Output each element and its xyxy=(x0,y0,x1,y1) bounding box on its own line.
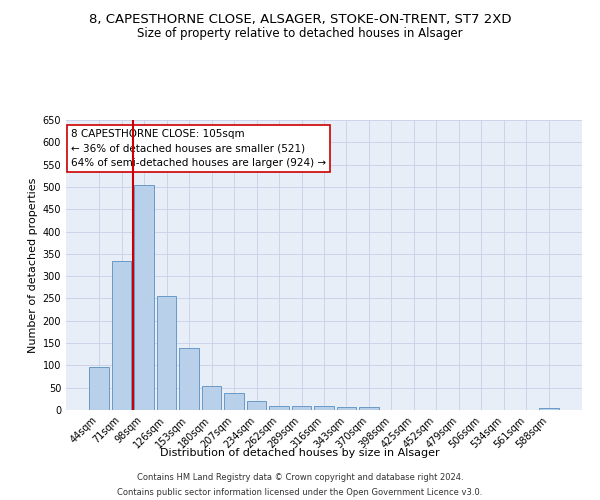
Text: 8 CAPESTHORNE CLOSE: 105sqm
← 36% of detached houses are smaller (521)
64% of se: 8 CAPESTHORNE CLOSE: 105sqm ← 36% of det… xyxy=(71,128,326,168)
Bar xyxy=(539,408,559,410)
Bar xyxy=(292,406,311,410)
Y-axis label: Number of detached properties: Number of detached properties xyxy=(28,178,38,352)
Bar xyxy=(179,348,199,410)
Bar xyxy=(247,400,266,410)
Text: Contains HM Land Registry data © Crown copyright and database right 2024.: Contains HM Land Registry data © Crown c… xyxy=(137,473,463,482)
Text: Size of property relative to detached houses in Alsager: Size of property relative to detached ho… xyxy=(137,28,463,40)
Bar xyxy=(224,394,244,410)
Bar xyxy=(314,406,334,410)
Bar xyxy=(337,407,356,410)
Bar xyxy=(89,366,109,410)
Bar xyxy=(202,386,221,410)
Text: 8, CAPESTHORNE CLOSE, ALSAGER, STOKE-ON-TRENT, ST7 2XD: 8, CAPESTHORNE CLOSE, ALSAGER, STOKE-ON-… xyxy=(89,12,511,26)
Bar xyxy=(359,407,379,410)
Bar xyxy=(269,406,289,410)
Bar xyxy=(157,296,176,410)
Text: Contains public sector information licensed under the Open Government Licence v3: Contains public sector information licen… xyxy=(118,488,482,497)
Bar xyxy=(112,260,131,410)
Text: Distribution of detached houses by size in Alsager: Distribution of detached houses by size … xyxy=(160,448,440,458)
Bar xyxy=(134,184,154,410)
